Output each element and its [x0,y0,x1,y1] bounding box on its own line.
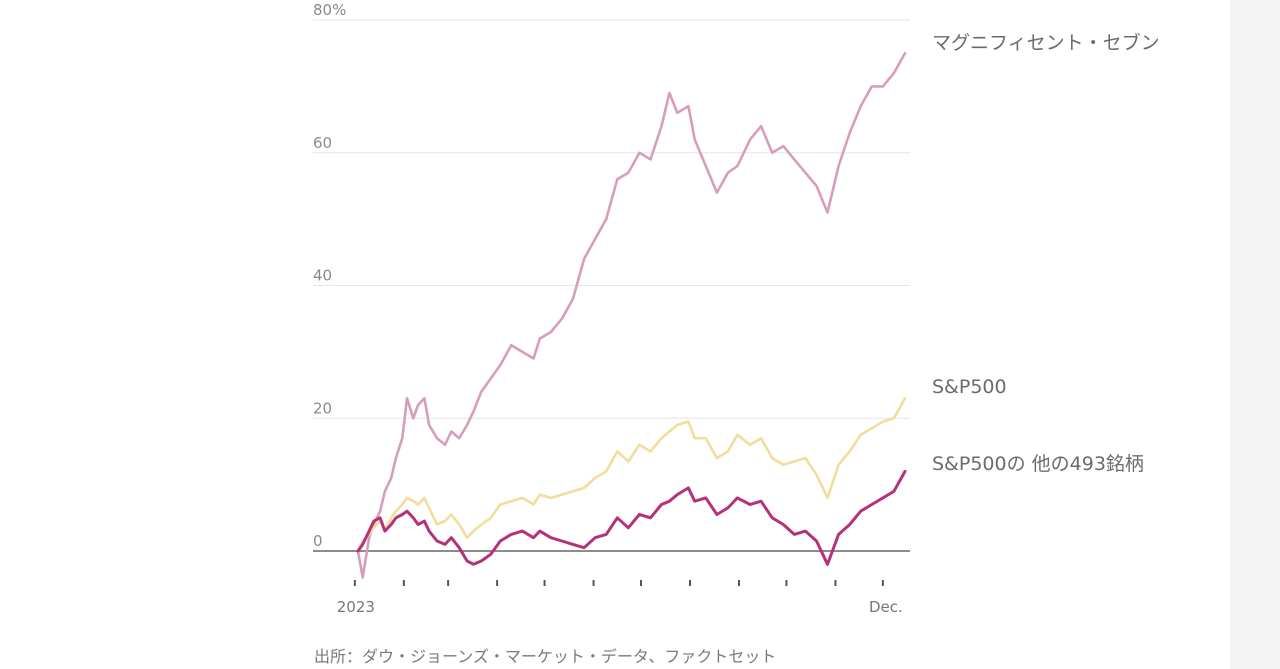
x-ticks: 2023 Dec. [337,580,903,616]
magnificent-seven-line [356,51,907,579]
y-tick-label: 80% [313,1,346,19]
sp500-line [356,397,907,553]
x-tick-label: 2023 [337,598,375,616]
series-labels: マグニフィセント・セブン S&P500 S&P500の 他の493銘柄 [932,31,1160,475]
label-magnificent-seven: マグニフィセント・セブン [932,31,1160,54]
x-tick-label: Dec. [869,598,903,616]
y-tick-label: 60 [313,134,332,152]
series-lines [356,51,907,579]
source-note: 出所：ダウ・ジョーンズ・マーケット・データ、ファクトセット [314,647,777,666]
y-tick-label: 0 [313,532,323,550]
grid-lines [313,19,910,552]
right-gutter [1230,0,1280,669]
y-tick-label: 20 [313,399,332,417]
label-other-493: S&P500の 他の493銘柄 [932,453,1144,475]
label-sp500: S&P500 [932,376,1007,398]
y-tick-label: 40 [313,267,332,285]
y-tick-labels: 0 20 40 60 80% [313,1,346,550]
other-493-line [356,469,907,566]
